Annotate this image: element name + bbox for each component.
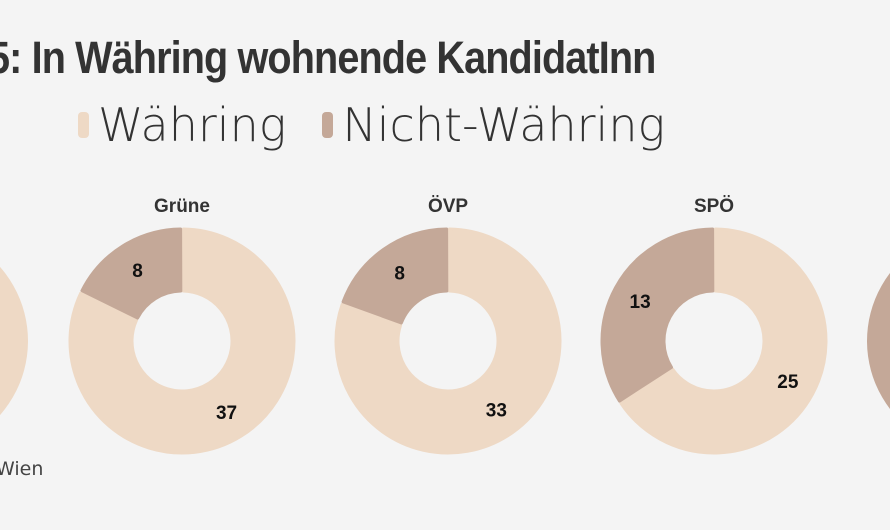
chart-title: 5: In Währing wohnende KandidatInn [0,32,656,83]
legend-item-waehring: Währing [78,98,286,152]
donut-slice [80,227,183,320]
legend: Währing Nicht-Währing [78,98,701,152]
donut-title: ÖVP [428,196,468,217]
legend-label: Nicht-Währing [342,98,666,152]
source-note: Wien [0,458,44,480]
partial-donut-left [0,267,28,416]
donut-slice [68,227,296,455]
data-label: 25 [777,372,799,393]
data-label: 37 [216,403,237,424]
donut-slice [619,227,828,455]
donut-title: SPÖ [694,196,734,217]
partial-donut-right [867,273,890,409]
data-label: 8 [132,261,143,282]
legend-swatch-waehring [78,112,89,138]
legend-swatch-nicht-waehring [322,112,334,138]
donut-slice [334,227,562,455]
donut-title: Grüne [154,196,210,217]
legend-label: Währing [98,98,287,152]
data-label: 13 [630,292,651,313]
legend-item-nicht-waehring: Nicht-Währing [322,98,665,152]
data-label: 33 [486,401,507,422]
donut-slice [341,227,449,325]
donut-slice [600,227,715,403]
data-label: 8 [394,263,405,284]
